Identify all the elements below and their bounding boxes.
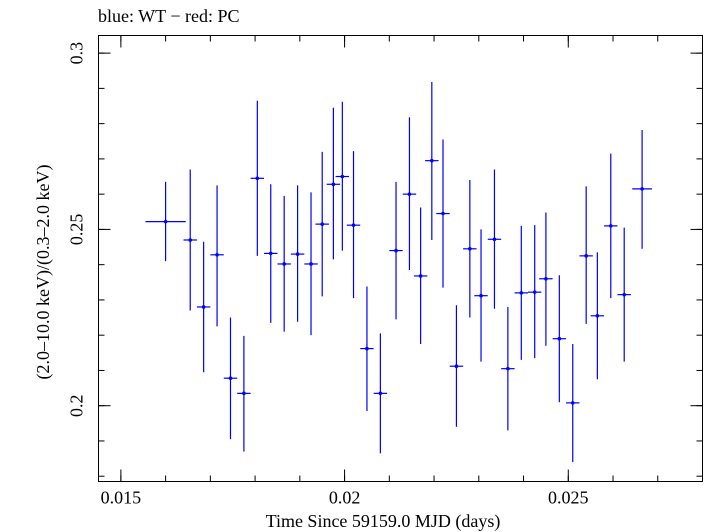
point-marker xyxy=(215,252,219,257)
point-marker xyxy=(394,248,398,253)
point-marker xyxy=(595,313,600,318)
data-point xyxy=(604,153,618,299)
point-marker xyxy=(407,192,412,196)
y-axis: 0.2 0.25 0.3 xyxy=(67,42,703,477)
point-marker xyxy=(295,252,300,256)
point-marker xyxy=(268,251,273,256)
point-marker xyxy=(492,237,497,242)
point-marker xyxy=(479,293,483,298)
x-tick-label: 0.025 xyxy=(548,488,589,508)
data-point xyxy=(474,229,488,362)
y-tick-label: 0.2 xyxy=(67,394,87,417)
point-marker xyxy=(532,290,537,294)
x-tick-label: 0.02 xyxy=(329,488,361,508)
point-marker xyxy=(468,247,472,251)
point-marker xyxy=(506,366,510,371)
data-point xyxy=(326,107,341,260)
data-series xyxy=(145,82,652,463)
data-point xyxy=(425,82,439,240)
data-point xyxy=(145,181,186,262)
data-point xyxy=(590,252,605,380)
point-marker xyxy=(608,224,613,228)
point-marker xyxy=(188,238,193,242)
point-marker xyxy=(228,376,233,380)
point-marker xyxy=(519,291,524,295)
data-point xyxy=(501,306,515,431)
point-marker xyxy=(351,223,356,227)
point-marker xyxy=(340,174,345,179)
data-point xyxy=(617,227,631,362)
point-marker xyxy=(441,211,445,216)
data-point xyxy=(277,195,291,332)
point-marker xyxy=(365,346,369,351)
point-marker xyxy=(320,222,325,226)
data-point xyxy=(528,225,542,359)
data-point xyxy=(223,317,238,440)
chart-title: blue: WT − red: PC xyxy=(98,6,239,26)
point-marker xyxy=(201,305,206,309)
data-point xyxy=(304,192,318,336)
data-point xyxy=(413,207,428,344)
point-marker xyxy=(163,219,168,224)
data-point xyxy=(449,305,464,427)
data-point xyxy=(389,181,403,320)
data-point xyxy=(552,275,567,403)
point-marker xyxy=(584,254,588,258)
x-axis: 0.015 0.02 0.025 xyxy=(101,35,703,508)
data-point xyxy=(632,129,652,249)
data-point xyxy=(210,185,224,327)
point-marker xyxy=(418,274,423,278)
data-point xyxy=(402,117,417,270)
point-marker xyxy=(331,182,336,187)
point-marker xyxy=(255,176,260,181)
data-point xyxy=(579,186,593,324)
plot-frame xyxy=(98,35,703,482)
data-point xyxy=(360,286,374,411)
point-marker xyxy=(454,364,459,369)
point-marker xyxy=(640,187,644,191)
data-point xyxy=(315,151,329,297)
x-tick-label: 0.015 xyxy=(101,488,142,508)
data-point xyxy=(237,335,251,452)
data-point xyxy=(487,169,502,309)
data-point xyxy=(566,343,580,463)
point-marker xyxy=(544,276,548,281)
point-marker xyxy=(557,336,562,341)
data-point xyxy=(183,169,197,311)
data-point xyxy=(346,151,361,299)
data-point xyxy=(539,212,553,346)
point-marker xyxy=(378,391,383,396)
point-marker xyxy=(282,262,286,266)
data-point xyxy=(264,184,278,323)
x-axis-label: Time Since 59159.0 MJD (days) xyxy=(266,511,501,532)
point-marker xyxy=(309,262,313,266)
data-point xyxy=(463,180,477,318)
point-marker xyxy=(242,391,246,396)
y-tick-label: 0.25 xyxy=(67,214,87,246)
data-point xyxy=(436,139,450,288)
data-point xyxy=(514,225,529,360)
point-marker xyxy=(430,158,434,163)
data-point xyxy=(335,101,350,251)
data-point xyxy=(290,185,305,322)
y-tick-label: 0.3 xyxy=(67,42,87,65)
point-marker xyxy=(622,292,627,297)
data-point xyxy=(373,333,388,454)
y-axis-label: (2.0–10.0 keV)/(0.3–2.0 keV) xyxy=(33,165,54,380)
data-point xyxy=(250,100,265,256)
data-point xyxy=(196,241,211,373)
point-marker xyxy=(570,401,575,405)
